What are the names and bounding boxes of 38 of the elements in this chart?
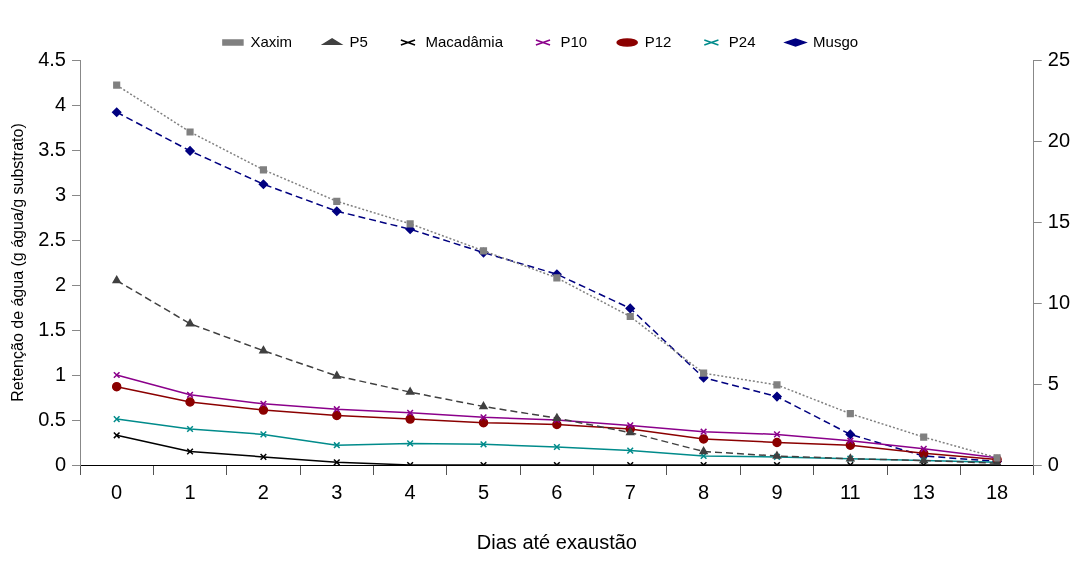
x-axis-title: Dias até exaustão [476, 530, 637, 553]
y-tick-label: 2 [54, 272, 66, 295]
y2-tick-label: 15 [1047, 209, 1070, 232]
legend-label: P12 [644, 32, 672, 50]
y-tick-label: 1 [54, 362, 66, 385]
y2-tick-label: 0 [1047, 452, 1059, 475]
y-tick-label: 2.5 [38, 227, 66, 250]
y-tick-label: 4 [54, 92, 66, 115]
x-tick-label: 2 [257, 480, 269, 503]
legend-label: Musgo [813, 32, 859, 50]
y-tick-label: 3 [54, 182, 66, 205]
x-tick-label: 18 [985, 480, 1009, 503]
legend-label: Xaxim [250, 32, 293, 50]
legend-label: Macadâmia [425, 32, 504, 50]
x-tick-label: 3 [331, 480, 343, 503]
x-tick-label: 8 [698, 480, 710, 503]
x-tick-label: 4 [404, 480, 416, 503]
y2-tick-label: 25 [1047, 47, 1070, 70]
x-tick-label: 11 [839, 480, 861, 503]
y-tick-label: 0.5 [38, 407, 66, 430]
y-tick-label: 4.5 [38, 47, 66, 70]
x-tick-label: 0 [111, 480, 123, 503]
y-tick-label: 1.5 [38, 317, 66, 340]
x-tick-label: 6 [551, 480, 563, 503]
x-tick-label: 5 [477, 480, 490, 503]
x-tick-label: 7 [624, 480, 636, 503]
x-tick-label: 9 [771, 480, 783, 503]
x-tick-label: 1 [184, 480, 196, 503]
x-tick-label: 13 [912, 480, 935, 503]
legend-label: P10 [560, 32, 588, 50]
y-tick-label: 3.5 [38, 137, 66, 160]
y2-tick-label: 20 [1047, 128, 1070, 151]
y2-tick-label: 10 [1047, 290, 1070, 313]
y2-tick-label: 5 [1047, 371, 1059, 394]
legend-label: P5 [349, 32, 368, 50]
y-axis-title: Retenção de água (g água/g substrato) [9, 123, 27, 402]
y-tick-label: 0 [54, 452, 66, 475]
legend-label: P24 [728, 32, 756, 50]
